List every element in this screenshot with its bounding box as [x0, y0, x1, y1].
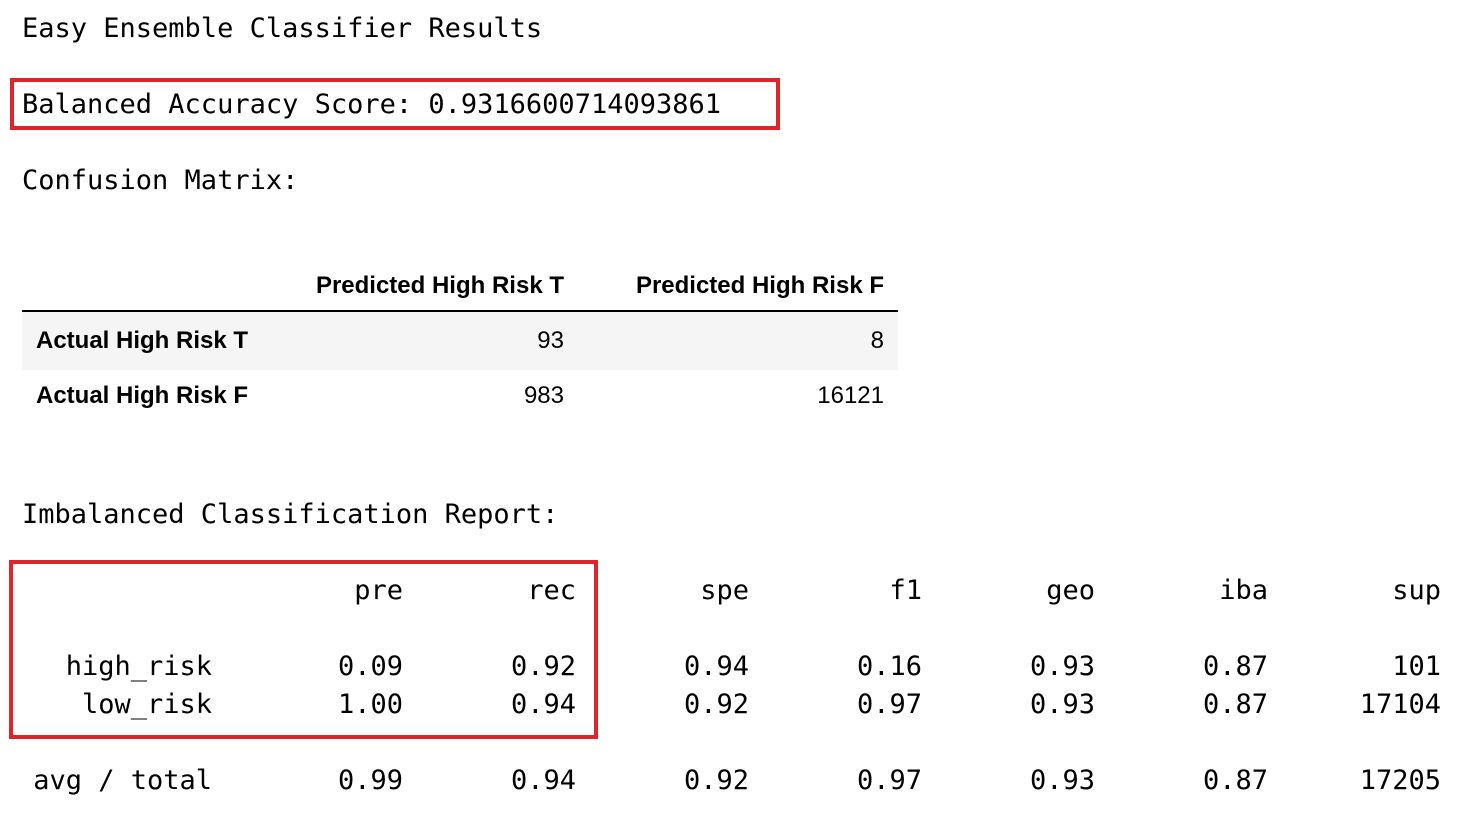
- balanced-accuracy-label: Balanced Accuracy Score:: [22, 89, 429, 120]
- report-header-f1: f1: [889, 575, 922, 606]
- cell-actual-f-predicted-t: 983: [523, 382, 564, 409]
- report-header-spe: spe: [700, 575, 749, 606]
- report-cell-avg-total-f1: 0.97: [856, 765, 922, 796]
- row-header-actual-t: Actual High Risk T: [36, 327, 249, 354]
- report-cell-avg-total-rec: 0.94: [510, 765, 576, 796]
- report-cell-low-risk-pre: 1.00: [337, 689, 403, 720]
- precision-recall-highlight-box: [9, 560, 598, 739]
- table-row: Actual High Risk T 93 8: [22, 311, 898, 370]
- cell-actual-t-predicted-t: 93: [537, 327, 564, 354]
- report-cell-low-risk-spe: 0.92: [683, 689, 749, 720]
- report-header-sup: sup: [1392, 575, 1441, 606]
- report-cell-high-risk-pre: 0.09: [337, 651, 403, 682]
- row-header-actual-f: Actual High Risk F: [36, 382, 249, 409]
- balanced-accuracy-value: 0.9316600714093861: [428, 89, 721, 120]
- cell-actual-t-predicted-f: 8: [870, 327, 884, 354]
- report-cell-avg-total-sup: 17205: [1359, 765, 1441, 796]
- report-cell-low-risk-rec: 0.94: [510, 689, 576, 720]
- balanced-accuracy-highlight-box: [10, 78, 780, 130]
- report-header-rec: rec: [527, 575, 576, 606]
- report-cell-high-risk-iba: 0.87: [1202, 651, 1268, 682]
- confusion-matrix-title: Confusion Matrix:: [22, 165, 299, 196]
- report-cell-avg-total-spe: 0.92: [683, 765, 749, 796]
- table-row: Actual High Risk F 983 16121: [22, 370, 898, 422]
- report-row-label-high-risk: high_risk: [65, 651, 212, 682]
- classification-report-title: Imbalanced Classification Report:: [22, 499, 559, 530]
- column-header-predicted-t: Predicted High Risk T: [300, 262, 578, 312]
- report-cell-high-risk-spe: 0.94: [683, 651, 749, 682]
- cell-actual-f-predicted-f: 16121: [817, 382, 884, 409]
- report-cell-avg-total-pre: 0.99: [337, 765, 403, 796]
- report-header-pre: pre: [354, 575, 403, 606]
- report-row-label-low-risk: low_risk: [81, 689, 212, 720]
- report-cell-high-risk-sup: 101: [1392, 651, 1441, 682]
- report-cell-high-risk-f1: 0.16: [856, 651, 922, 682]
- column-header-predicted-f: Predicted High Risk F: [578, 262, 898, 312]
- report-cell-low-risk-f1: 0.97: [856, 689, 922, 720]
- results-title: Easy Ensemble Classifier Results: [22, 13, 543, 44]
- report-cell-high-risk-rec: 0.92: [510, 651, 576, 682]
- report-header-geo: geo: [1046, 575, 1095, 606]
- report-row-label-avg-total: avg / total: [33, 765, 212, 796]
- report-cell-avg-total-geo: 0.93: [1029, 765, 1095, 796]
- confusion-matrix-corner: [22, 262, 300, 312]
- report-header-iba: iba: [1219, 575, 1268, 606]
- report-cell-high-risk-geo: 0.93: [1029, 651, 1095, 682]
- report-cell-low-risk-geo: 0.93: [1029, 689, 1095, 720]
- report-cell-low-risk-sup: 17104: [1359, 689, 1441, 720]
- confusion-matrix-header-row: Predicted High Risk T Predicted High Ris…: [22, 262, 898, 312]
- confusion-matrix-table: Predicted High Risk T Predicted High Ris…: [22, 262, 898, 422]
- balanced-accuracy-line: Balanced Accuracy Score: 0.9316600714093…: [22, 88, 721, 122]
- report-cell-low-risk-iba: 0.87: [1202, 689, 1268, 720]
- report-cell-avg-total-iba: 0.87: [1202, 765, 1268, 796]
